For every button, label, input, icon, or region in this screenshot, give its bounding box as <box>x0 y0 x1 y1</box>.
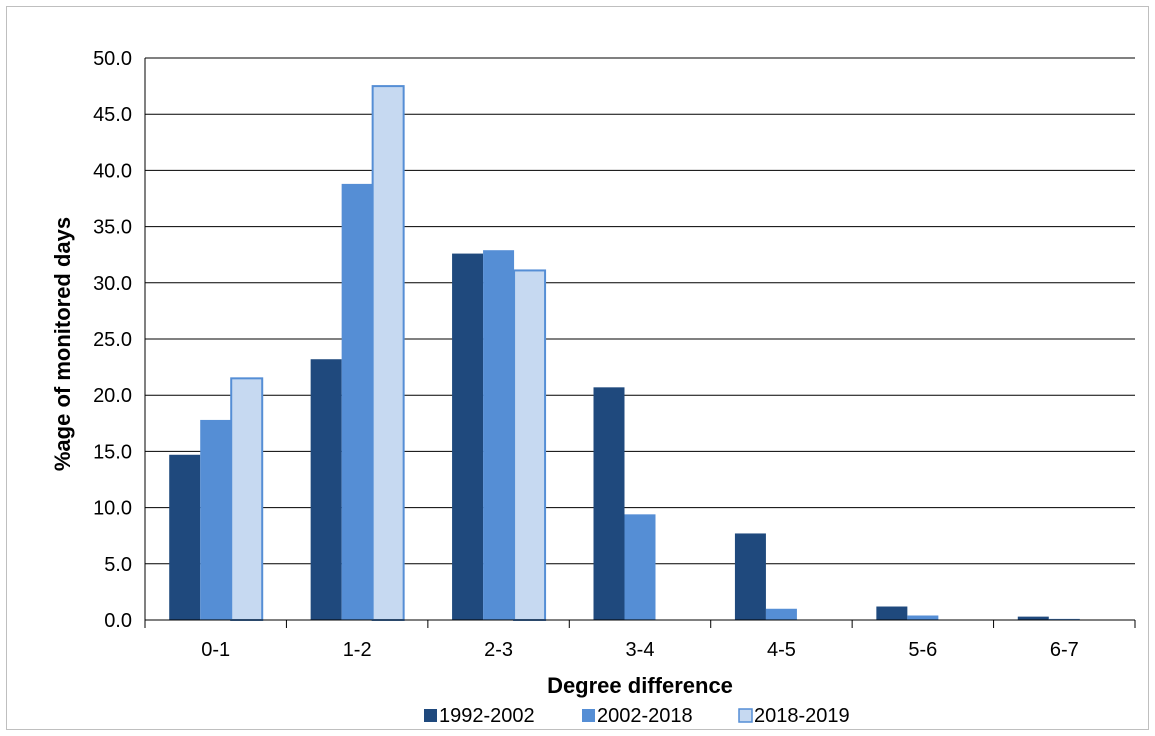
y-tick-label: 40.0 <box>93 160 132 182</box>
y-tick-label: 0.0 <box>104 610 132 632</box>
bar-2002-2018-0-1 <box>200 419 232 620</box>
bar-1992-2002-2-3 <box>452 253 484 621</box>
bar-2002-2018-5-6 <box>907 615 939 620</box>
y-tick-label: 5.0 <box>104 554 132 576</box>
y-tick-label: 35.0 <box>93 217 132 239</box>
legend-item: 2018-2019 <box>738 705 850 727</box>
y-tick-label: 30.0 <box>93 273 132 295</box>
bar-2018-2019-2-3 <box>513 269 547 621</box>
bar-2002-2018-4-5 <box>765 608 797 620</box>
x-category-label: 5-6 <box>908 639 937 661</box>
x-category-label: 3-4 <box>626 639 655 661</box>
bar-2002-2018-6-7 <box>1048 618 1080 620</box>
bars <box>169 85 1080 622</box>
legend-swatch <box>582 709 595 722</box>
x-category-label: 0-1 <box>201 639 230 661</box>
y-tick-labels: 0.0 5.0 10.0 15.0 20.0 25.0 30.0 35.0 40.0 45.0 50… <box>93 48 132 632</box>
y-axis-title: %age of monitored days <box>50 217 75 471</box>
x-category-labels: 0-1 1-2 2-3 3-4 4-5 5-6 6-7 <box>201 639 1078 661</box>
legend-label: 2018-2019 <box>754 705 850 727</box>
x-category-label: 2-3 <box>484 639 513 661</box>
bar-1992-2002-5-6 <box>876 606 908 620</box>
y-tick-label: 25.0 <box>93 329 132 351</box>
legend-label: 1992-2002 <box>439 705 535 727</box>
legend-swatch <box>424 709 437 722</box>
bar-1992-2002-6-7 <box>1017 616 1049 620</box>
bar-2002-2018-3-4 <box>624 514 656 620</box>
y-tick-label: 10.0 <box>93 498 132 520</box>
x-axis-title: Degree difference <box>547 673 733 698</box>
bar-1992-2002-0-1 <box>169 454 201 620</box>
x-category-label: 1-2 <box>343 639 372 661</box>
bar-1992-2002-1-2 <box>310 359 342 620</box>
legend-swatch <box>738 708 753 723</box>
y-tick-label: 50.0 <box>93 48 132 70</box>
bar-2002-2018-2-3 <box>483 250 515 621</box>
axes <box>144 58 1136 628</box>
legend-item: 1992-2002 <box>424 705 535 727</box>
bar-1992-2002-4-5 <box>734 533 766 620</box>
bar-2002-2018-1-2 <box>341 183 373 620</box>
bar-2018-2019-1-2 <box>371 85 405 622</box>
bar-2018-2019-0-1 <box>230 377 264 621</box>
legend-label: 2002-2018 <box>597 705 693 727</box>
y-tick-label: 45.0 <box>93 104 132 126</box>
y-tick-label: 20.0 <box>93 385 132 407</box>
x-category-label: 6-7 <box>1050 639 1079 661</box>
legend-item: 2002-2018 <box>582 705 693 727</box>
x-category-label: 4-5 <box>767 639 796 661</box>
bar-1992-2002-3-4 <box>593 387 625 620</box>
legend: 1992-2002 2002-2018 2018-2019 <box>424 705 850 727</box>
y-tick-label: 15.0 <box>93 441 132 463</box>
